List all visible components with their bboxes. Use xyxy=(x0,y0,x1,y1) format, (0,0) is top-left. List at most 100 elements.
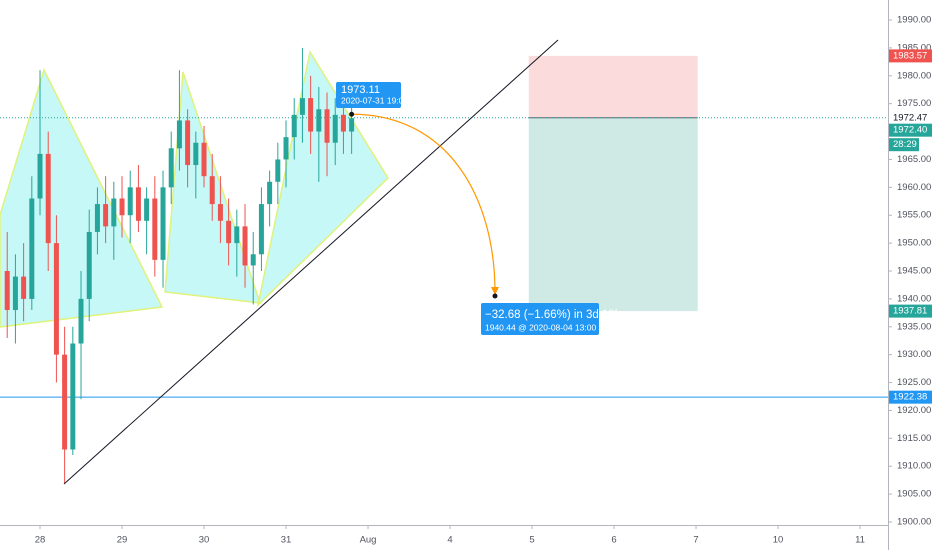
countdown: 28:29 xyxy=(893,139,917,150)
x-tick-label: Aug xyxy=(360,535,377,546)
candle-body xyxy=(209,176,215,205)
candle-body xyxy=(21,276,27,299)
candle-body xyxy=(103,204,109,227)
projection-label-box xyxy=(481,303,599,335)
y-tick-label: 1920.00 xyxy=(897,405,931,416)
y-tick-label: 1965.00 xyxy=(897,154,931,165)
x-tick-label: 11 xyxy=(855,535,865,546)
countdown-box xyxy=(889,138,919,152)
y-tick-label: 1960.00 xyxy=(897,182,931,193)
y-tick-label: 1915.00 xyxy=(897,433,931,444)
target-price-box xyxy=(889,304,932,318)
candle-body xyxy=(94,204,100,232)
candle-body xyxy=(258,204,264,255)
trend-line xyxy=(63,39,559,485)
stop-zone xyxy=(528,55,698,118)
entry-price: 1972.47 xyxy=(893,112,927,123)
marker-price: 1973.11 xyxy=(341,84,380,96)
candle-body xyxy=(62,354,68,450)
x-tick-label: 6 xyxy=(611,535,616,546)
candle-body xyxy=(291,114,297,138)
candle-body xyxy=(201,142,207,177)
entry-price-box xyxy=(889,111,932,125)
projection-target-dot xyxy=(492,293,498,299)
y-tick-label: 1940.00 xyxy=(897,293,931,304)
target-price: 1937.81 xyxy=(893,306,927,317)
candle-body xyxy=(70,343,76,450)
candle-body xyxy=(160,187,166,260)
candle-body xyxy=(12,276,18,311)
candle-body xyxy=(86,231,92,299)
y-tick-label: 1905.00 xyxy=(897,489,931,500)
y-tick-label: 1935.00 xyxy=(897,321,931,332)
candle-body xyxy=(78,298,84,344)
candle-body xyxy=(226,220,232,244)
x-tick-label: 29 xyxy=(117,535,128,546)
level-price: 1922.38 xyxy=(893,392,927,403)
x-tick-label: 31 xyxy=(281,535,292,546)
candle-body xyxy=(119,198,125,216)
candle-body xyxy=(340,114,346,132)
target-zone xyxy=(528,117,698,312)
y-tick-label: 1955.00 xyxy=(897,210,931,221)
y-tick-label: 1925.00 xyxy=(897,377,931,388)
candle-body xyxy=(283,137,289,160)
x-tick-label: 10 xyxy=(773,535,784,546)
stop-price: 1983.57 xyxy=(893,50,927,61)
candle-body xyxy=(185,120,191,166)
pattern-right-shoulder xyxy=(256,50,389,308)
y-tick-label: 1980.00 xyxy=(897,70,931,81)
last-price-box xyxy=(889,123,932,137)
candle-body xyxy=(234,226,240,244)
candle-body xyxy=(193,142,199,166)
marker-label-box xyxy=(336,82,401,108)
candle-body xyxy=(299,98,305,115)
y-tick-label: 1900.00 xyxy=(897,517,931,528)
y-tick-label: 1985.00 xyxy=(897,42,931,53)
stop-price-box xyxy=(889,49,932,63)
candle-body xyxy=(53,243,59,355)
y-tick-label: 1930.00 xyxy=(897,349,931,360)
candle-body xyxy=(250,254,256,266)
projection-arc xyxy=(351,113,496,293)
price-axis-bg xyxy=(888,0,932,550)
candle-body xyxy=(176,120,182,149)
candle-body xyxy=(275,159,281,182)
y-tick-label: 1910.00 xyxy=(897,461,931,472)
candle-body xyxy=(217,204,223,221)
last-price: 1972.40 xyxy=(893,125,927,136)
candle-body xyxy=(168,148,174,188)
y-tick-label: 1950.00 xyxy=(897,238,931,249)
x-tick-label: 5 xyxy=(529,535,534,546)
candle-body xyxy=(316,109,322,132)
x-tick-label: 4 xyxy=(447,535,452,546)
candle-body xyxy=(135,187,141,221)
candle-body xyxy=(242,226,248,266)
marker-time: 2020-07-31 19:00 xyxy=(341,95,408,105)
marker-dot xyxy=(349,111,355,117)
y-tick-label: 1945.00 xyxy=(897,266,931,277)
candle-body xyxy=(152,198,158,260)
candle-body xyxy=(267,181,273,205)
candle-body xyxy=(37,153,43,199)
projection-change: −32.68 (−1.66%) in 3d 18h xyxy=(485,309,621,321)
candle-body xyxy=(332,114,338,143)
x-tick-label: 7 xyxy=(693,535,698,546)
candle-body xyxy=(349,118,355,132)
candle-body xyxy=(308,98,314,132)
x-tick-label: 30 xyxy=(199,535,210,546)
candle-body xyxy=(324,109,330,143)
candle-body xyxy=(144,198,150,221)
candle-body xyxy=(29,198,35,299)
candle-body xyxy=(4,271,10,311)
candle-body xyxy=(127,187,133,216)
y-tick-label: 1975.00 xyxy=(897,98,931,109)
projection-detail: 1940.44 @ 2020-08-04 13:00 xyxy=(485,322,596,332)
level-price-box xyxy=(889,390,932,404)
y-tick-label: 1990.00 xyxy=(897,15,931,26)
candle-body xyxy=(45,153,51,244)
x-tick-label: 28 xyxy=(35,535,46,546)
candle-body xyxy=(111,198,117,227)
projection-arrowhead xyxy=(491,287,499,295)
